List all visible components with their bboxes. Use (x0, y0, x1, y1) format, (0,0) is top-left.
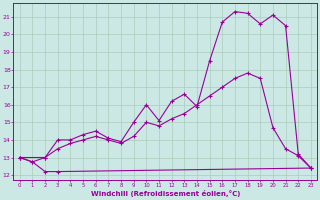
X-axis label: Windchill (Refroidissement éolien,°C): Windchill (Refroidissement éolien,°C) (91, 190, 240, 197)
